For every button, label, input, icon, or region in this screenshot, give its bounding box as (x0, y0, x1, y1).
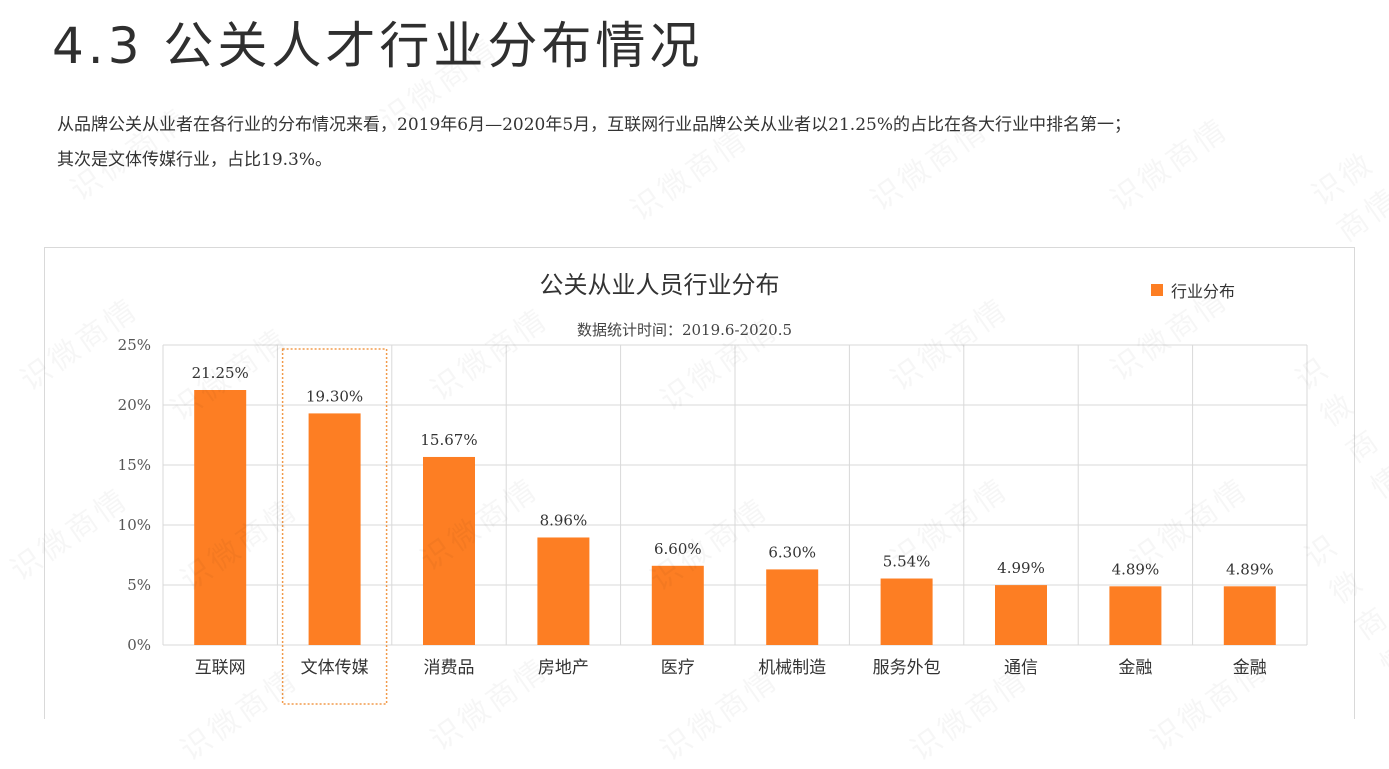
bar (880, 578, 933, 645)
category-label: 机械制造 (758, 658, 826, 678)
y-tick-label: 5% (127, 576, 151, 594)
intro-paragraph: 从品牌公关从业者在各行业的分布情况来看，2019年6月—2020年5月，互联网行… (57, 108, 1357, 178)
category-label: 房地产 (538, 658, 589, 678)
chart-legend: 行业分布 (1151, 278, 1235, 302)
y-tick-label: 20% (118, 396, 151, 414)
page-heading: 4.3 公关人才行业分布情况 (52, 17, 704, 75)
category-label: 文体传媒 (301, 658, 369, 678)
intro-line-1: 从品牌公关从业者在各行业的分布情况来看，2019年6月—2020年5月，互联网行… (57, 115, 1131, 135)
bar-value-label: 4.89% (1112, 560, 1160, 578)
category-label: 互联网 (195, 658, 246, 678)
bar-value-label: 15.67% (420, 431, 477, 449)
bar-value-label: 19.30% (306, 387, 363, 405)
legend-swatch (1151, 284, 1163, 296)
y-tick-label: 0% (127, 636, 151, 654)
bar (1223, 586, 1276, 645)
chart-subtitle: 数据统计时间：2019.6-2020.5 (576, 321, 793, 339)
category-label: 金融 (1118, 658, 1152, 678)
bar (1109, 586, 1162, 645)
bar-value-label: 4.99% (997, 559, 1045, 577)
y-tick-label: 10% (118, 516, 151, 534)
bar-value-label: 6.30% (768, 543, 816, 561)
bar (651, 565, 704, 645)
category-label: 消费品 (424, 658, 475, 678)
bar (995, 585, 1047, 645)
bar-value-label: 5.54% (883, 553, 931, 571)
y-tick-label: 15% (118, 456, 151, 474)
category-label: 服务外包 (873, 658, 941, 678)
bar (423, 456, 475, 645)
bar (194, 390, 247, 645)
category-label: 金融 (1233, 658, 1267, 678)
bar-value-label: 4.89% (1226, 560, 1274, 578)
bar-value-label: 21.25% (192, 364, 249, 382)
legend-label: 行业分布 (1171, 282, 1236, 301)
chart-title: 公关从业人员行业分布 (539, 271, 780, 299)
bar (766, 569, 819, 645)
y-tick-label: 25% (118, 336, 151, 354)
category-label: 通信 (1004, 658, 1038, 678)
bar (537, 537, 590, 645)
bar-value-label: 6.60% (654, 540, 702, 558)
highlight-box (281, 348, 388, 705)
intro-line-2: 其次是文体传媒行业，占比19.3%。 (57, 150, 333, 170)
category-label: 医疗 (661, 658, 695, 678)
bar-value-label: 8.96% (540, 511, 588, 529)
bar-chart-plot: 0% 5% 10% 15% 20% 25% 21.25% 互联网 19.30% 文体传媒 15.67… (118, 336, 1308, 705)
bar (308, 413, 361, 645)
